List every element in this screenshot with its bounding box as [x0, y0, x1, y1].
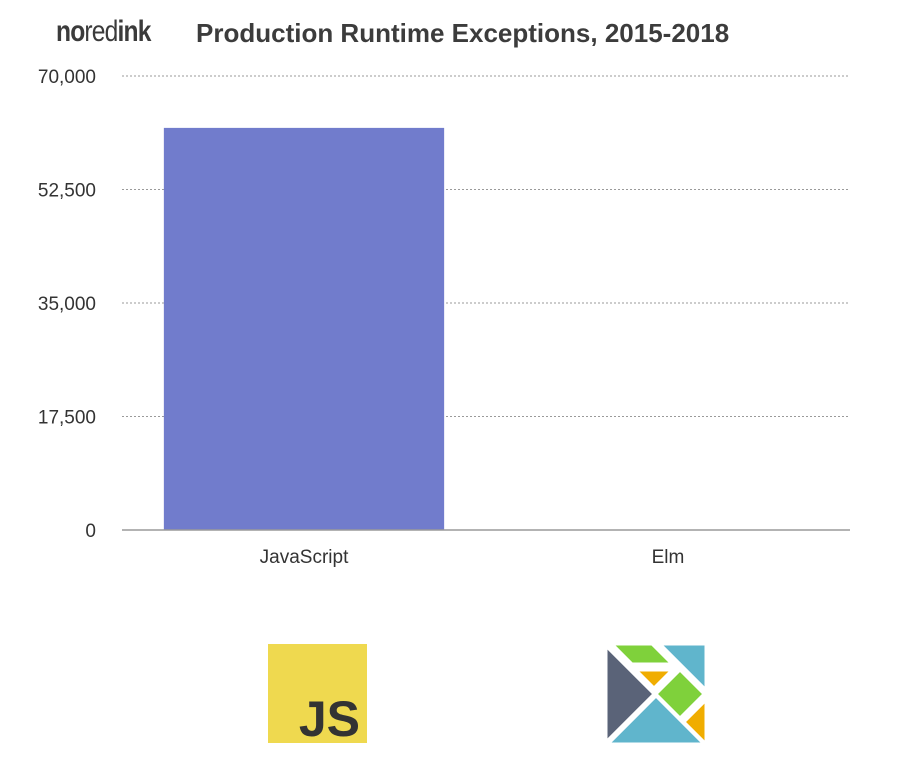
bars	[164, 128, 444, 530]
elm-logo-icon	[606, 644, 706, 744]
y-tick-label: 17,500	[38, 408, 96, 429]
bar-javascript	[164, 128, 444, 530]
x-category-label: Elm	[652, 547, 685, 568]
javascript-logo-icon: JS	[268, 644, 367, 743]
y-tick-label: 35,000	[38, 294, 96, 315]
x-axis-categories: JavaScript Elm	[260, 547, 685, 568]
js-logo-text: JS	[299, 691, 360, 743]
bar-chart: 0 17,500 35,000 52,500 70,000 JavaScript Elm	[0, 0, 902, 600]
y-tick-label: 52,500	[38, 181, 96, 202]
y-tick-label: 70,000	[38, 67, 96, 88]
y-tick-label: 0	[85, 521, 96, 542]
x-category-label: JavaScript	[260, 547, 349, 568]
y-axis-ticks: 0 17,500 35,000 52,500 70,000	[38, 67, 96, 542]
